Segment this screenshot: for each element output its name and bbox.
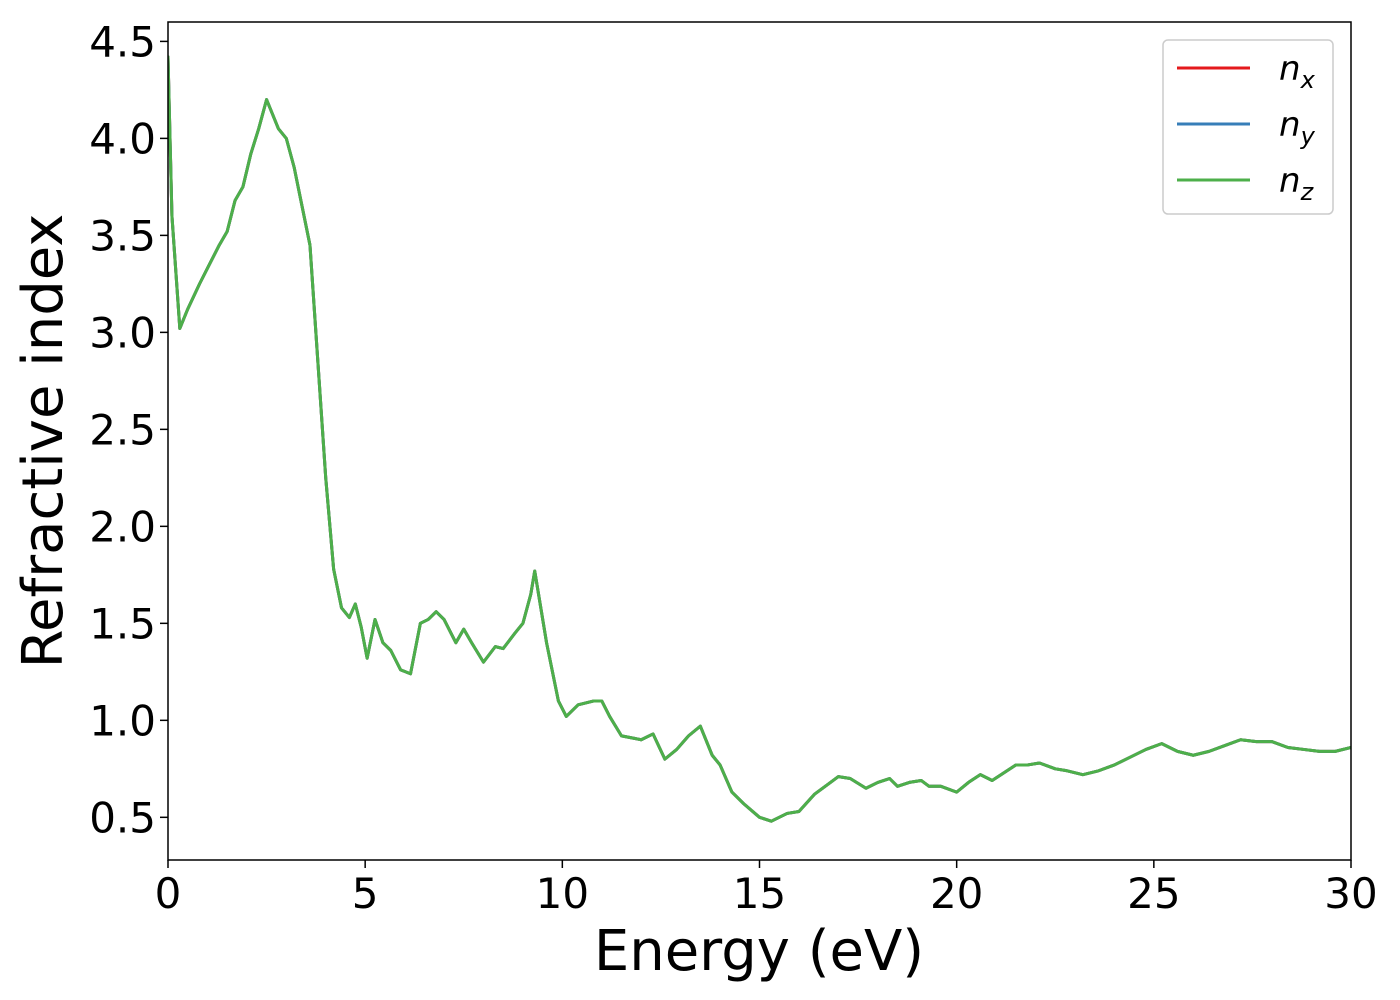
legend-label: nx: [1279, 49, 1316, 94]
x-tick-label: 20: [930, 869, 983, 918]
legend-label-base: n: [1279, 161, 1301, 201]
legend-label-base: n: [1279, 105, 1301, 145]
y-tick-label: 2.5: [89, 405, 156, 454]
y-tick-label: 4.0: [89, 114, 156, 163]
legend-label: nz: [1279, 161, 1315, 206]
series-layer: [168, 55, 1351, 823]
legend-label-subscript: y: [1300, 122, 1316, 150]
y-tick-label: 2.0: [89, 502, 156, 551]
series-line-n-z: [168, 55, 1351, 823]
x-tick-label: 10: [536, 869, 589, 918]
x-axis-label: Energy (eV): [594, 919, 924, 984]
y-axis-ticks: 0.5 1.0 1.5 2.0 2.5 3.0 3.5 4.0 4.5: [89, 17, 168, 842]
x-tick-label: 15: [733, 869, 786, 918]
y-tick-label: 4.5: [89, 17, 156, 66]
x-tick-label: 0: [155, 869, 182, 918]
legend-label: ny: [1279, 105, 1316, 150]
y-tick-label: 0.5: [89, 793, 156, 842]
legend-label-subscript: x: [1300, 66, 1316, 94]
y-tick-label: 3.5: [89, 211, 156, 260]
legend-label-base: n: [1279, 49, 1301, 89]
y-tick-label: 3.0: [89, 308, 156, 357]
legend-frame: [1162, 39, 1334, 215]
y-tick-label: 1.5: [89, 599, 156, 648]
legend-label-subscript: z: [1300, 178, 1315, 206]
x-tick-label: 30: [1324, 869, 1377, 918]
x-tick-label: 5: [352, 869, 379, 918]
x-axis-ticks: 0 5 10 15 20 25 30: [155, 860, 1378, 918]
y-tick-label: 1.0: [89, 696, 156, 745]
x-tick-label: 25: [1127, 869, 1180, 918]
y-axis-label: Refractive index: [11, 214, 76, 669]
